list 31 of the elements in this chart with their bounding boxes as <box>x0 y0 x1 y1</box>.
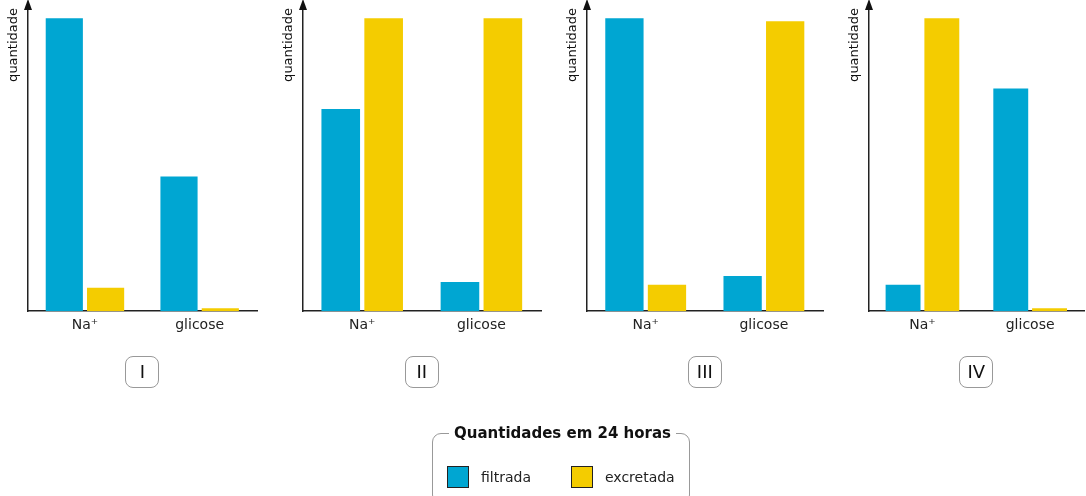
bar <box>201 308 239 312</box>
bar <box>160 176 198 312</box>
bar <box>87 287 125 312</box>
y-axis-title: quantidade <box>5 8 21 82</box>
legend-label: filtrada <box>481 469 531 485</box>
x-axis-title: II <box>404 356 439 388</box>
x-tick-label: Na⁺ <box>909 316 936 333</box>
x-tick-label: glicose <box>739 316 789 333</box>
bar <box>605 18 644 312</box>
bar <box>647 284 687 312</box>
x-tick-label: glicose <box>456 316 506 333</box>
bar <box>993 88 1029 312</box>
x-tick-label: Na⁺ <box>348 316 376 333</box>
x-tick-label: Na⁺ <box>632 316 659 333</box>
bar <box>1032 308 1067 312</box>
legend-title: Quantidades em 24 horas <box>453 424 673 442</box>
bar <box>885 284 921 312</box>
y-axis-title: quantidade <box>280 8 296 82</box>
bar <box>723 276 762 312</box>
x-axis-title: IV <box>959 356 994 388</box>
bar <box>45 18 83 312</box>
x-tick-label: glicose <box>1005 316 1055 333</box>
bar <box>924 18 960 312</box>
x-tick-label: Na⁺ <box>71 316 99 333</box>
x-axis-title: I <box>125 356 160 388</box>
legend-label: excretada <box>605 469 675 485</box>
x-axis-title: III <box>687 356 722 388</box>
bar <box>766 21 805 312</box>
x-tick-label: glicose <box>175 316 225 333</box>
y-axis-title: quantidade <box>564 8 580 82</box>
y-axis-title: quantidade <box>846 8 862 82</box>
